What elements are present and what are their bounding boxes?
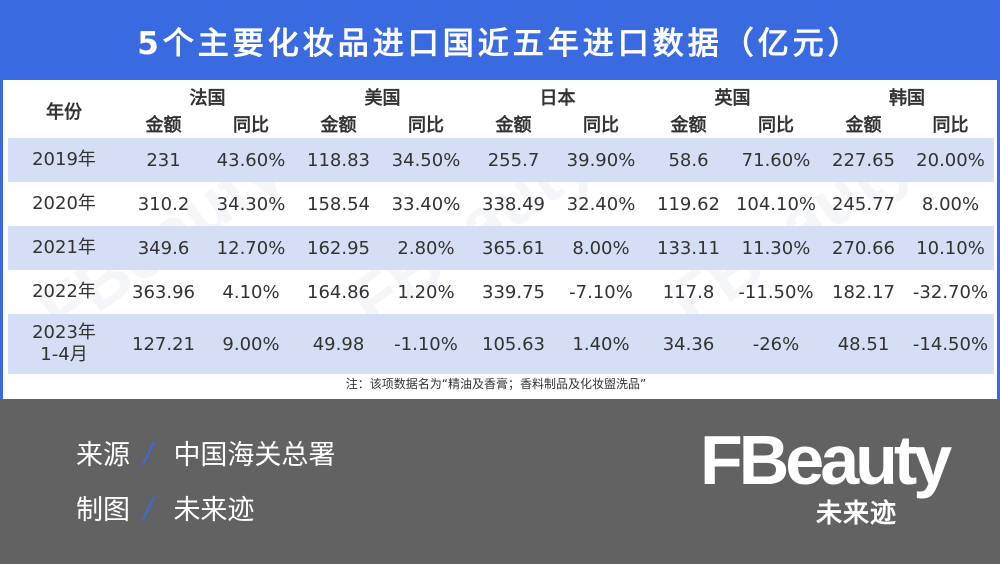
table-panel-inner: FBeauty FBeauty FBeauty 年份 法国 美国 <box>3 80 997 399</box>
yoy-cell: 11.30% <box>741 237 811 259</box>
yoy-cell: -1.10% <box>394 333 458 355</box>
yoy-cell: 10.10% <box>916 237 985 259</box>
source-label: 来源 <box>76 440 130 471</box>
yoy-cell: -14.50% <box>912 333 989 355</box>
logo-chinese: 未来迹 <box>816 499 898 529</box>
amount-cell: 338.49 <box>482 193 545 215</box>
amount-cell: 105.63 <box>482 333 545 355</box>
table-row: 2020年 310.2 34.30% 158.54 33.40% 338.49 32.40%… <box>8 182 994 226</box>
yoy-cell: 32.40% <box>566 193 636 215</box>
page-title: 5个主要化妆品进口国近五年进口数据（亿元） <box>0 0 1000 80</box>
table-body: 2019年 231 43.60% 118.83 34.50% 255.7 39.90% 58.… <box>8 138 994 374</box>
country-header-japan: 日本 <box>539 88 576 109</box>
amount-cell: 349.6 <box>137 237 190 259</box>
amount-cell: 227.65 <box>832 149 895 171</box>
amount-cell: 231 <box>146 149 181 171</box>
table-row: 2021年 349.6 12.70% 162.95 2.80% 365.61 8.00% 13… <box>8 226 994 270</box>
amount-header: 金额 <box>670 115 707 136</box>
amount-cell: 310.2 <box>137 193 190 215</box>
yoy-cell: 71.60% <box>741 149 811 171</box>
yoy-cell: 39.90% <box>566 149 636 171</box>
year-cell: 2022年 <box>32 281 96 302</box>
yoy-cell: -7.10% <box>569 281 633 303</box>
amount-cell: 363.96 <box>132 281 195 303</box>
year-header: 年份 <box>46 102 82 123</box>
amount-cell: 34.36 <box>662 333 715 355</box>
yoy-cell: 43.60% <box>216 149 286 171</box>
logo-wordmark: FBeauty <box>700 421 952 499</box>
yoy-header: 同比 <box>758 115 794 136</box>
yoy-cell: 34.30% <box>216 193 286 215</box>
amount-cell: 49.98 <box>312 333 365 355</box>
yoy-cell: 12.70% <box>216 237 286 259</box>
table-panel: FBeauty FBeauty FBeauty 年份 法国 美国 <box>0 80 1000 399</box>
amount-cell: 182.17 <box>832 281 895 303</box>
year-cell: 2020年 <box>32 193 96 214</box>
yoy-cell: 9.00% <box>222 333 280 355</box>
yoy-cell: 1.40% <box>572 333 630 355</box>
country-header-korea: 韩国 <box>889 88 925 109</box>
country-header-uk: 英国 <box>714 88 751 109</box>
country-header-usa: 美国 <box>364 88 401 109</box>
yoy-cell: 20.00% <box>916 149 985 171</box>
amount-cell: 245.77 <box>832 193 895 215</box>
yoy-cell: 34.50% <box>391 149 461 171</box>
yoy-cell: 8.00% <box>921 193 980 215</box>
year-cell: 2023年 1-4月 <box>32 322 96 365</box>
amount-cell: 270.66 <box>832 237 895 259</box>
yoy-cell: -26% <box>752 333 800 355</box>
amount-header: 金额 <box>320 115 357 136</box>
brand-logo: FBeauty 未来迹 <box>700 421 960 529</box>
yoy-header: 同比 <box>583 115 619 136</box>
yoy-cell: 2.80% <box>397 237 455 259</box>
yoy-header: 同比 <box>408 115 444 136</box>
year-cell: 2021年 <box>32 237 96 258</box>
amount-cell: 48.51 <box>837 333 890 355</box>
import-data-table: 年份 法国 美国 日本 英国 韩国 金额 同比 金额 同比 金额 同比 <box>8 80 994 374</box>
amount-cell: 58.6 <box>668 149 709 171</box>
year-cell: 2019年 <box>32 149 96 170</box>
amount-header: 金额 <box>145 115 182 136</box>
amount-cell: 118.83 <box>307 149 370 171</box>
amount-header: 金额 <box>845 115 882 136</box>
amount-cell: 255.7 <box>487 149 540 171</box>
yoy-cell: 4.10% <box>222 281 280 303</box>
yoy-cell: -32.70% <box>912 281 989 303</box>
source-value: 中国海关总署 <box>173 440 336 471</box>
yoy-cell: 104.10% <box>735 193 817 215</box>
yoy-header: 同比 <box>233 115 269 136</box>
amount-cell: 119.62 <box>657 193 720 215</box>
yoy-cell: 8.00% <box>572 237 630 259</box>
table-row: 2022年 363.96 4.10% 164.86 1.20% 339.75 -7.10% 1… <box>8 270 994 314</box>
amount-cell: 158.54 <box>307 193 370 215</box>
amount-cell: 365.61 <box>482 237 545 259</box>
yoy-cell: 33.40% <box>391 193 461 215</box>
yoy-cell: 1.20% <box>397 281 455 303</box>
amount-cell: 117.8 <box>662 281 715 303</box>
sub-header-row: 金额 同比 金额 同比 金额 同比 金额 同比 金额 同比 <box>8 110 994 138</box>
chart-credit: 制图 / 未来迹 <box>76 488 254 527</box>
data-note: 注：该项数据名为“精油及香膏；香料制品及化妆盥洗品” <box>345 377 647 391</box>
amount-cell: 127.21 <box>132 333 195 355</box>
yoy-header: 同比 <box>932 115 969 136</box>
separator-slash: / <box>141 491 157 524</box>
country-header-row: 年份 法国 美国 日本 英国 韩国 <box>8 80 994 123</box>
table-row: 2023年 1-4月 127.21 9.00% 49.98 -1.10% 105.63 1.4… <box>8 314 994 374</box>
amount-cell: 339.75 <box>482 281 545 303</box>
table-row: 2019年 231 43.60% 118.83 34.50% 255.7 39.90% 58.… <box>8 138 994 182</box>
amount-cell: 164.86 <box>307 281 370 303</box>
chart-value: 未来迹 <box>173 495 255 526</box>
footer: 来源 / 中国海关总署 制图 / 未来迹 FBeauty 未来迹 <box>0 399 1000 564</box>
country-header-france: 法国 <box>189 88 226 109</box>
yoy-cell: -11.50% <box>738 281 814 303</box>
amount-cell: 133.11 <box>657 237 720 259</box>
amount-header: 金额 <box>495 115 532 136</box>
source-credit: 来源 / 中国海关总署 <box>76 433 335 472</box>
separator-slash: / <box>141 436 157 469</box>
amount-cell: 162.95 <box>307 237 370 259</box>
chart-label: 制图 <box>76 495 130 526</box>
